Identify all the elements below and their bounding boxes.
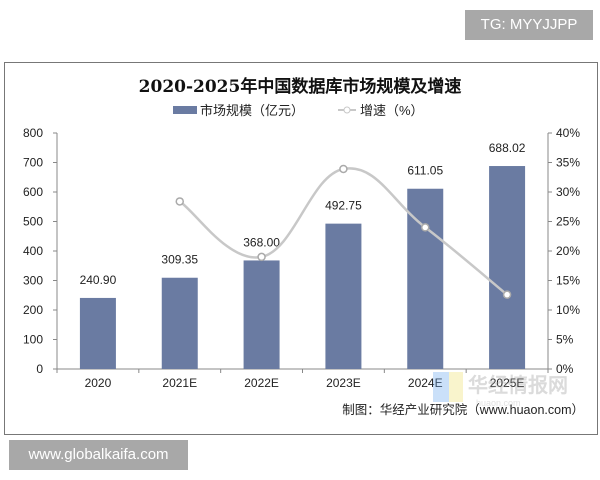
right-tick-label: 20% <box>556 244 580 258</box>
left-tick-label: 300 <box>23 274 43 288</box>
legend: 市场规模（亿元） 增速（%） <box>173 103 424 118</box>
right-tick-label: 10% <box>556 303 580 317</box>
growth-point <box>175 197 184 206</box>
right-tick-label: 35% <box>556 156 580 170</box>
growth-point <box>339 164 348 174</box>
legend-bar-label: 市场规模（亿元） <box>200 103 304 118</box>
left-tick-label: 0 <box>36 362 43 376</box>
x-tick-label: 2024E <box>408 376 443 390</box>
bar-value-label: 240.90 <box>80 273 117 287</box>
left-tick-label: 500 <box>23 215 43 229</box>
right-tick-label: 0% <box>556 362 574 376</box>
bar-2021E <box>161 277 198 369</box>
svg-text:huaon.com: huaon.com <box>476 398 521 408</box>
x-tick-label: 2021E <box>162 376 197 390</box>
left-tick-label: 800 <box>23 126 43 140</box>
left-tick-label: 100 <box>23 333 43 347</box>
left-tick-label: 400 <box>23 244 43 258</box>
legend-line-label: 增速（%） <box>360 103 424 118</box>
x-tick-label: 2023E <box>326 376 361 390</box>
bar-value-label: 492.75 <box>325 199 362 213</box>
right-tick-label: 15% <box>556 274 580 288</box>
watermark-site: www.globalkaifa.com <box>9 440 188 470</box>
legend-line-marker <box>343 106 351 114</box>
right-tick-label: 25% <box>556 215 580 229</box>
growth-point <box>502 290 512 299</box>
bar-2020 <box>79 297 116 369</box>
bar-2023E <box>325 223 362 369</box>
svg-text:华经情报网: 华经情报网 <box>468 373 568 397</box>
growth-point <box>257 252 266 262</box>
x-tick-label: 2025E <box>490 376 525 390</box>
x-tick-label: 2022E <box>244 376 279 390</box>
left-tick-label: 700 <box>23 156 43 170</box>
bar-value-label: 688.02 <box>489 141 526 155</box>
legend-bar-swatch <box>173 106 197 114</box>
growth-point <box>421 223 430 232</box>
right-tick-label: 5% <box>556 333 574 347</box>
left-tick-label: 600 <box>23 185 43 199</box>
right-tick-label: 40% <box>556 126 580 140</box>
watermark-logo: 华经情报网 huaon.com <box>433 372 568 408</box>
source-note: 制图：华经产业研究院（www.huaon.com） <box>342 402 584 417</box>
bar-value-label: 611.05 <box>407 164 443 178</box>
bar-2024E <box>407 188 444 369</box>
bar-2025E <box>489 166 526 369</box>
chart-title: 2020-2025年中国数据库市场规模及增速 <box>139 76 462 97</box>
bar-value-label: 309.35 <box>161 253 198 267</box>
bar-2022E <box>243 260 280 369</box>
bar-value-label: 368.00 <box>243 235 280 249</box>
x-tick-label: 2020 <box>85 376 112 390</box>
left-tick-label: 200 <box>23 303 43 317</box>
right-tick-label: 30% <box>556 185 580 199</box>
watermark-tg: TG: MYYJJPP <box>465 10 593 40</box>
chart-frame <box>4 62 598 435</box>
